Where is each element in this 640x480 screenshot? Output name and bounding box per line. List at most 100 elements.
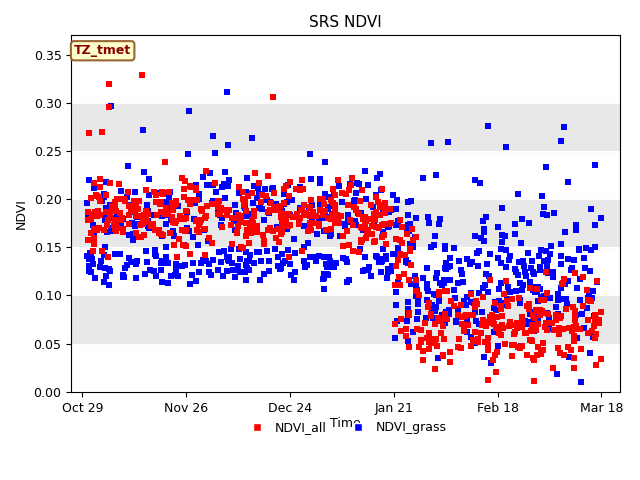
Point <box>138 217 148 225</box>
Point <box>161 206 172 214</box>
Point <box>516 286 527 294</box>
Point <box>445 254 455 262</box>
Point <box>343 202 353 209</box>
Point <box>469 300 479 307</box>
Point <box>264 257 275 264</box>
Point <box>216 204 227 212</box>
Point <box>466 290 476 298</box>
Point <box>445 262 455 270</box>
Point <box>521 272 531 279</box>
Point <box>254 248 264 255</box>
Point <box>273 238 284 245</box>
Point <box>104 80 114 87</box>
Point <box>358 215 368 223</box>
Point <box>299 243 309 251</box>
Point <box>259 237 269 245</box>
Point <box>131 275 141 282</box>
Point <box>212 197 223 205</box>
Point <box>413 297 423 305</box>
Point <box>458 278 468 286</box>
Point <box>483 319 493 327</box>
Point <box>511 268 522 276</box>
Point <box>223 256 233 264</box>
Point <box>360 221 370 229</box>
Point <box>134 197 145 205</box>
Point <box>525 336 535 344</box>
Point <box>259 185 269 193</box>
Point <box>551 316 561 324</box>
Point <box>191 277 201 285</box>
Point <box>182 150 193 158</box>
Point <box>383 268 393 276</box>
Point <box>355 223 365 231</box>
Point <box>515 342 525 350</box>
Point <box>431 291 442 299</box>
Point <box>441 260 451 268</box>
Point <box>323 204 333 211</box>
Point <box>421 314 431 322</box>
Point <box>431 274 441 281</box>
Point <box>277 228 287 236</box>
Point <box>232 228 242 236</box>
Point <box>552 370 563 377</box>
Point <box>151 272 161 280</box>
Point <box>361 217 371 225</box>
Point <box>230 273 240 280</box>
Point <box>381 252 391 260</box>
Point <box>305 212 315 219</box>
Point <box>371 253 381 261</box>
Point <box>570 269 580 277</box>
Point <box>444 310 454 318</box>
Point <box>403 211 413 219</box>
Point <box>95 263 105 270</box>
Point <box>499 290 509 298</box>
Point <box>403 199 413 206</box>
Point <box>378 246 388 253</box>
Point <box>397 252 407 259</box>
Point <box>403 337 413 345</box>
Point <box>426 335 436 342</box>
Point <box>184 228 194 235</box>
Point <box>255 204 265 212</box>
Point <box>462 315 472 323</box>
Point <box>134 222 145 229</box>
Point <box>289 276 299 283</box>
Point <box>134 233 144 240</box>
Point <box>530 314 540 322</box>
Point <box>477 285 488 292</box>
Point <box>575 296 585 304</box>
Point <box>198 256 208 264</box>
Point <box>292 210 302 218</box>
Point <box>276 264 287 272</box>
Point <box>170 271 180 279</box>
Point <box>586 268 596 276</box>
Point <box>435 215 445 222</box>
Point <box>496 279 506 287</box>
Point <box>390 288 401 295</box>
Point <box>101 213 111 220</box>
Point <box>422 296 432 304</box>
Point <box>285 179 296 186</box>
Point <box>543 311 553 318</box>
Point <box>303 239 314 247</box>
Point <box>404 311 414 319</box>
Point <box>431 269 442 277</box>
Point <box>170 219 180 227</box>
Point <box>487 318 497 325</box>
Point <box>163 260 173 267</box>
Point <box>144 175 154 183</box>
Point <box>299 257 309 265</box>
Point <box>378 203 388 210</box>
Point <box>283 246 293 253</box>
Point <box>554 330 564 338</box>
Point <box>247 190 257 197</box>
Point <box>141 212 152 220</box>
Point <box>433 354 444 362</box>
Point <box>345 180 355 188</box>
Point <box>149 188 159 196</box>
Point <box>268 227 278 235</box>
Point <box>532 288 542 296</box>
Point <box>496 332 506 339</box>
Point <box>212 211 223 218</box>
Point <box>569 364 579 372</box>
